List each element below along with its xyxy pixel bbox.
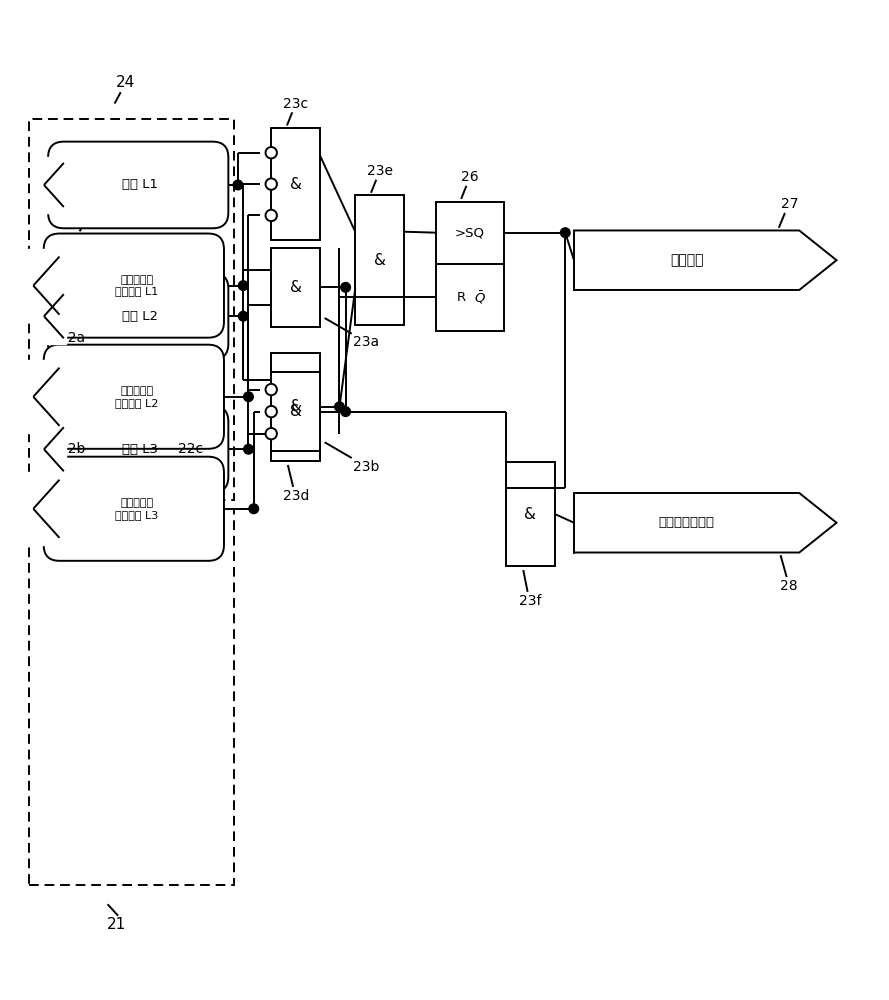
Circle shape bbox=[340, 283, 350, 292]
Text: &: & bbox=[373, 253, 386, 268]
Text: 22b: 22b bbox=[60, 442, 86, 456]
Circle shape bbox=[266, 384, 276, 395]
Text: 22a: 22a bbox=[60, 331, 85, 345]
Text: $\bar{Q}$: $\bar{Q}$ bbox=[474, 289, 486, 306]
Circle shape bbox=[560, 228, 570, 237]
Circle shape bbox=[249, 504, 259, 514]
Bar bbox=[271, 353, 320, 461]
Circle shape bbox=[266, 147, 276, 158]
Circle shape bbox=[233, 180, 243, 190]
Text: 23c: 23c bbox=[284, 97, 308, 111]
Bar bbox=[28, 509, 235, 885]
Text: 25c: 25c bbox=[178, 363, 203, 377]
Text: 24: 24 bbox=[116, 75, 135, 90]
Circle shape bbox=[266, 178, 276, 190]
Text: 振荡 L1: 振荡 L1 bbox=[123, 178, 158, 191]
Text: 冻结当前区激励: 冻结当前区激励 bbox=[659, 516, 715, 529]
Text: 21: 21 bbox=[107, 917, 126, 932]
Text: R: R bbox=[457, 291, 466, 304]
Text: 振荡 L3: 振荡 L3 bbox=[123, 443, 158, 456]
Bar bbox=[271, 372, 320, 451]
FancyBboxPatch shape bbox=[44, 234, 224, 338]
Bar bbox=[356, 195, 404, 325]
Circle shape bbox=[244, 444, 253, 454]
Text: 25a: 25a bbox=[67, 232, 92, 246]
Circle shape bbox=[266, 210, 276, 221]
Polygon shape bbox=[33, 289, 66, 344]
Polygon shape bbox=[574, 230, 837, 290]
Circle shape bbox=[340, 407, 350, 416]
Text: &: & bbox=[290, 399, 301, 414]
Text: &: & bbox=[290, 404, 301, 419]
Text: 远距离保护
区块激励 L1: 远距离保护 区块激励 L1 bbox=[115, 275, 158, 296]
Text: 23b: 23b bbox=[354, 460, 380, 474]
Text: >SQ: >SQ bbox=[455, 226, 485, 239]
Circle shape bbox=[244, 392, 253, 402]
Polygon shape bbox=[574, 493, 837, 553]
Polygon shape bbox=[20, 360, 61, 433]
FancyBboxPatch shape bbox=[48, 273, 228, 360]
Circle shape bbox=[238, 281, 248, 290]
FancyBboxPatch shape bbox=[48, 406, 228, 493]
Circle shape bbox=[334, 402, 344, 412]
Text: 27: 27 bbox=[781, 197, 798, 211]
Text: 22c: 22c bbox=[178, 442, 203, 456]
Bar bbox=[28, 119, 235, 500]
Text: 23f: 23f bbox=[519, 594, 541, 608]
FancyBboxPatch shape bbox=[44, 345, 224, 449]
Circle shape bbox=[266, 406, 276, 417]
FancyBboxPatch shape bbox=[48, 142, 228, 228]
Text: 对称短路: 对称短路 bbox=[670, 253, 703, 267]
Polygon shape bbox=[33, 157, 66, 213]
Text: 28: 28 bbox=[781, 579, 798, 593]
Text: &: & bbox=[525, 507, 536, 522]
Text: &: & bbox=[290, 177, 301, 192]
Polygon shape bbox=[33, 422, 66, 477]
Text: 远距离保护
区块激励 L3: 远距离保护 区块激励 L3 bbox=[115, 498, 158, 520]
Text: 23e: 23e bbox=[367, 164, 393, 178]
Text: 23a: 23a bbox=[354, 335, 380, 349]
FancyBboxPatch shape bbox=[44, 457, 224, 561]
Bar bbox=[271, 128, 320, 240]
Polygon shape bbox=[20, 249, 61, 322]
Circle shape bbox=[266, 428, 276, 439]
Bar bbox=[436, 202, 504, 331]
Text: 振荡 L2: 振荡 L2 bbox=[123, 310, 158, 323]
Text: 25b: 25b bbox=[67, 363, 92, 377]
Polygon shape bbox=[20, 472, 61, 545]
Text: &: & bbox=[290, 280, 301, 295]
Text: 23d: 23d bbox=[283, 489, 308, 503]
Bar bbox=[271, 248, 320, 327]
Text: 26: 26 bbox=[461, 170, 478, 184]
Circle shape bbox=[238, 311, 248, 321]
Text: 远距离保护
区块激励 L2: 远距离保护 区块激励 L2 bbox=[115, 386, 158, 408]
Bar bbox=[506, 462, 555, 566]
